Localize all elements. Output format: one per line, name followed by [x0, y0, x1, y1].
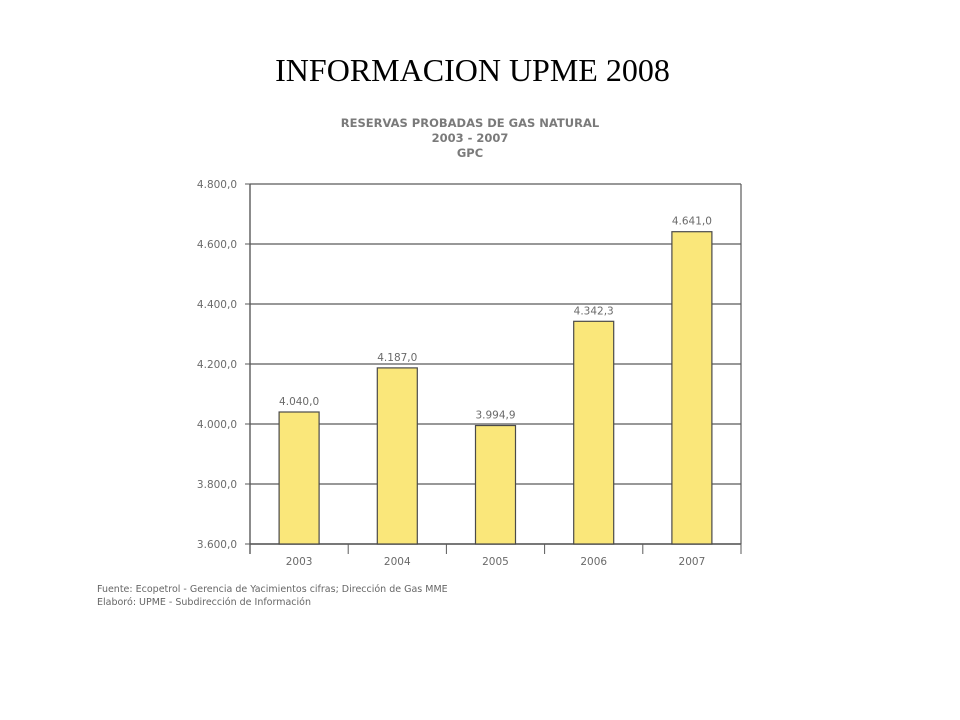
- bar-2003: [278, 411, 320, 545]
- y-tick-label: 4.800,0: [197, 179, 237, 191]
- x-tick-label: 2006: [580, 556, 607, 568]
- y-tick-label: 4.600,0: [197, 239, 237, 251]
- data-label: 4.040,0: [279, 396, 319, 408]
- bar-2004: [376, 367, 418, 545]
- x-tick-label: 2007: [679, 556, 706, 568]
- data-label: 4.342,3: [574, 305, 614, 317]
- y-tick-label: 4.200,0: [197, 359, 237, 371]
- credit-line: Elaboró: UPME - Subdirección de Informac…: [97, 597, 312, 608]
- bar-2007: [671, 231, 713, 545]
- x-tick-label: 2005: [482, 556, 509, 568]
- x-tick-label: 2003: [286, 556, 313, 568]
- y-tick-label: 3.600,0: [197, 539, 237, 551]
- data-label: 3.994,9: [475, 410, 515, 422]
- source-line: Fuente: Ecopetrol - Gerencia de Yacimien…: [97, 584, 448, 595]
- bar-2005: [474, 424, 517, 545]
- y-tick-label: 3.800,0: [197, 479, 237, 491]
- bar-2006: [573, 320, 615, 545]
- data-label: 4.187,0: [377, 352, 417, 364]
- chart-title: RESERVAS PROBADAS DE GAS NATURAL: [340, 116, 600, 130]
- chart-subtitle: 2003 - 2007: [431, 131, 509, 145]
- slide-title: INFORMACION UPME 2008: [275, 52, 670, 88]
- x-tick-label: 2004: [384, 556, 411, 568]
- chart-unit: GPC: [456, 146, 484, 160]
- data-label: 4.641,0: [672, 216, 712, 228]
- y-tick-label: 4.400,0: [197, 299, 237, 311]
- y-tick-label: 4.000,0: [197, 419, 237, 431]
